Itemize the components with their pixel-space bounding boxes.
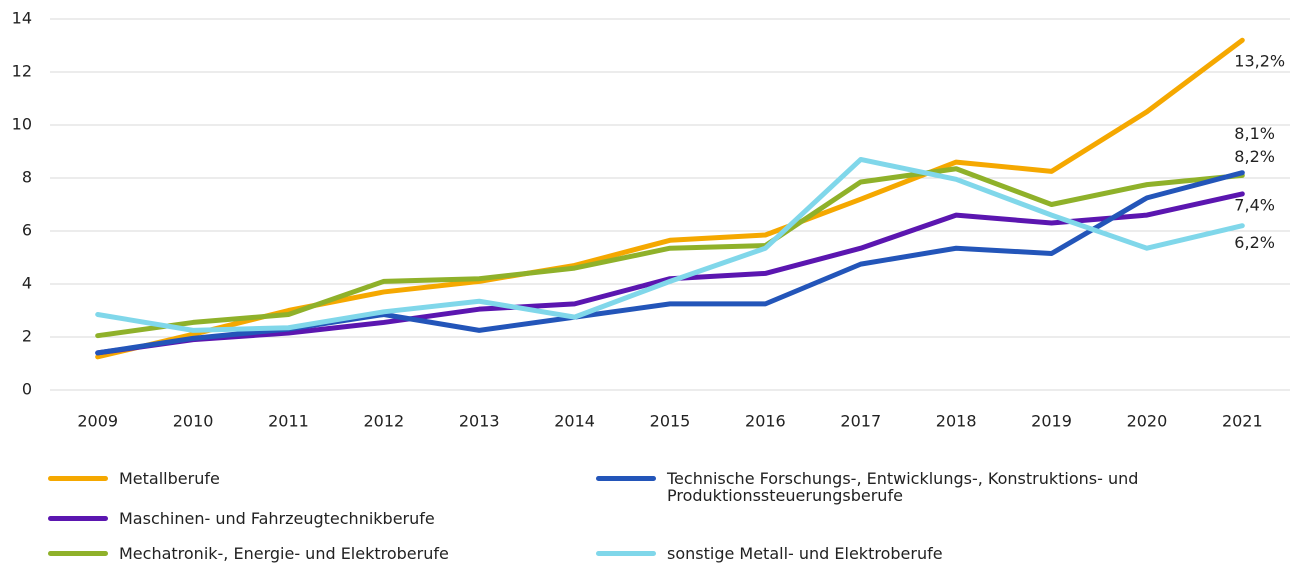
legend-label: Mechatronik-, Energie- und Elektroberufe — [119, 544, 449, 563]
x-tick-label: 2013 — [459, 412, 500, 431]
series-line — [95, 37, 1245, 360]
value-label: 7,4% — [1234, 195, 1275, 214]
x-tick-label: 2018 — [936, 412, 977, 431]
y-tick-label: 10 — [12, 115, 32, 134]
series-line — [95, 191, 1245, 356]
legend-label: Technische Forschungs-, Entwicklungs-, K… — [667, 469, 1139, 505]
x-tick-label: 2021 — [1222, 412, 1263, 431]
y-tick-label: 0 — [22, 380, 32, 399]
y-tick-label: 6 — [22, 221, 32, 240]
y-tick-label: 8 — [22, 168, 32, 187]
value-label: 8,2% — [1234, 147, 1275, 166]
legend-swatch — [48, 476, 108, 481]
legend-item: Maschinen- und Fahrzeugtechnikberufe — [48, 510, 435, 527]
legend-swatch — [48, 551, 108, 556]
y-tick-label: 4 — [22, 274, 32, 293]
series-line — [95, 156, 1245, 333]
chart: 0 2 4 6 8 10 12 14 2009 2010 2011 2012 2013 2014 2015 2… — [12, 9, 1290, 431]
x-tick-label: 2020 — [1127, 412, 1168, 431]
x-tick-label: 2014 — [554, 412, 595, 431]
legend-swatch — [596, 476, 656, 481]
y-tick-label: 2 — [22, 327, 32, 346]
x-tick-label: 2010 — [173, 412, 214, 431]
series-line — [95, 166, 1245, 339]
legend-swatch — [48, 516, 108, 521]
legend-item: Metallberufe — [48, 470, 220, 487]
x-tick-label: 2012 — [363, 412, 404, 431]
x-tick-label: 2016 — [745, 412, 786, 431]
x-tick-label: 2011 — [268, 412, 309, 431]
value-label: 8,1% — [1234, 124, 1275, 143]
legend-swatch — [596, 551, 656, 556]
x-tick-label: 2017 — [840, 412, 881, 431]
legend-label: Metallberufe — [119, 469, 220, 488]
x-tick-label: 2009 — [77, 412, 118, 431]
legend-label: Maschinen- und Fahrzeugtechnikberufe — [119, 509, 435, 528]
legend-item: Technische Forschungs-, Entwicklungs-, K… — [596, 470, 1147, 504]
x-tick-label: 2019 — [1031, 412, 1072, 431]
value-label: 13,2% — [1234, 52, 1285, 71]
legend-item: sonstige Metall- und Elektroberufe — [596, 545, 943, 562]
legend-label: sonstige Metall- und Elektroberufe — [667, 544, 943, 563]
y-tick-label: 12 — [12, 62, 32, 81]
y-tick-label: 14 — [12, 9, 32, 28]
value-label: 6,2% — [1234, 233, 1275, 252]
legend-item: Mechatronik-, Energie- und Elektroberufe — [48, 545, 449, 562]
x-tick-label: 2015 — [650, 412, 691, 431]
